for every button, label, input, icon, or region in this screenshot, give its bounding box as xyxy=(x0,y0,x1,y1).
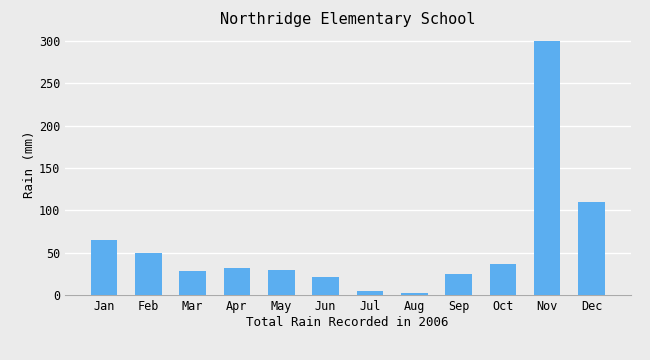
Bar xyxy=(401,293,428,295)
Bar xyxy=(224,268,250,295)
Y-axis label: Rain (mm): Rain (mm) xyxy=(23,130,36,198)
Bar xyxy=(445,274,472,295)
Bar xyxy=(312,276,339,295)
Bar xyxy=(268,270,294,295)
Bar xyxy=(357,291,384,295)
Title: Northridge Elementary School: Northridge Elementary School xyxy=(220,12,476,27)
Bar xyxy=(135,253,162,295)
Bar xyxy=(489,264,516,295)
X-axis label: Total Rain Recorded in 2006: Total Rain Recorded in 2006 xyxy=(246,316,449,329)
Bar xyxy=(91,240,117,295)
Bar xyxy=(179,271,206,295)
Bar xyxy=(534,41,560,295)
Bar xyxy=(578,202,604,295)
